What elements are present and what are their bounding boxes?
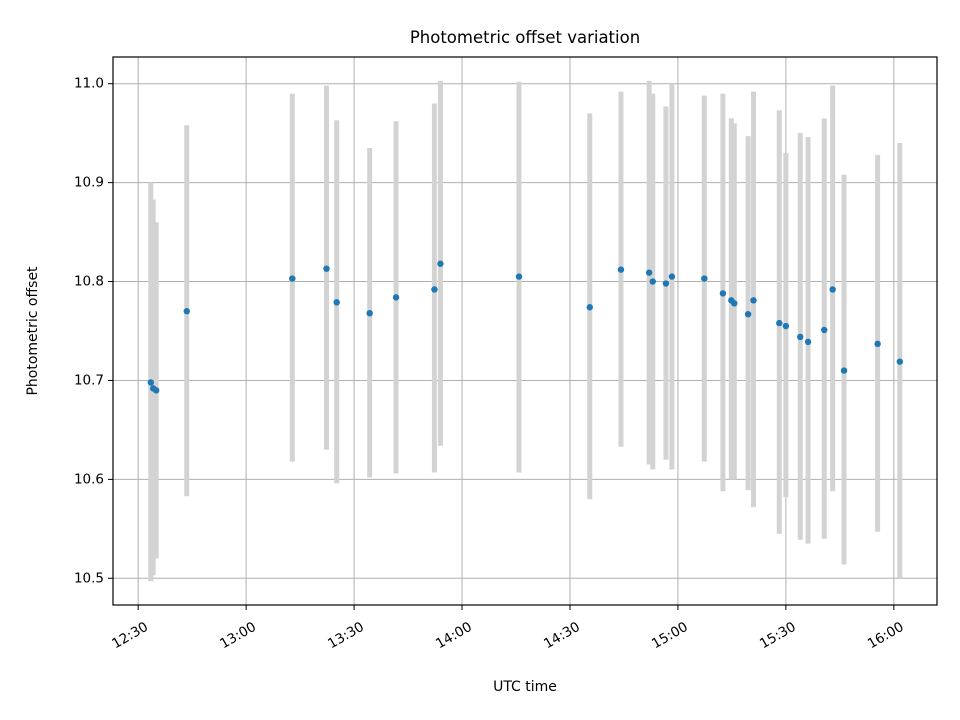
data-point bbox=[617, 266, 625, 273]
y-tick-label: 10.9 bbox=[74, 175, 104, 191]
data-point bbox=[782, 322, 790, 330]
y-tick-label: 11.0 bbox=[74, 76, 104, 92]
data-point bbox=[323, 265, 330, 272]
data-point bbox=[750, 297, 757, 304]
data-point bbox=[829, 286, 836, 293]
x-axis-label: UTC time bbox=[493, 679, 557, 695]
data-point bbox=[896, 358, 904, 365]
data-point bbox=[147, 379, 154, 386]
data-point bbox=[701, 275, 708, 282]
data-point bbox=[874, 340, 881, 348]
data-point bbox=[645, 269, 653, 276]
data-point bbox=[437, 260, 444, 267]
y-axis-label: Photometric offset bbox=[25, 266, 41, 396]
data-point bbox=[586, 304, 593, 311]
y-tick-label: 10.8 bbox=[74, 274, 104, 290]
data-point bbox=[183, 308, 190, 315]
y-tick-label: 10.5 bbox=[74, 570, 104, 586]
data-point bbox=[662, 280, 670, 287]
data-point bbox=[392, 294, 400, 301]
data-point bbox=[821, 326, 828, 334]
data-point bbox=[366, 309, 373, 317]
data-point bbox=[152, 387, 160, 394]
data-point bbox=[515, 273, 523, 280]
data-point bbox=[804, 338, 812, 346]
data-points bbox=[147, 260, 904, 394]
y-tick-label: 10.7 bbox=[74, 372, 104, 388]
data-point bbox=[668, 273, 676, 280]
data-point bbox=[649, 278, 656, 285]
data-point bbox=[289, 275, 296, 282]
plot-frame bbox=[112, 56, 938, 606]
data-point bbox=[797, 333, 804, 341]
data-point bbox=[431, 286, 438, 293]
chart-title: Photometric offset variation bbox=[410, 28, 640, 47]
data-point bbox=[731, 300, 738, 307]
data-point bbox=[776, 319, 783, 327]
data-point bbox=[719, 290, 727, 297]
data-point bbox=[840, 367, 848, 374]
data-point bbox=[744, 310, 752, 318]
data-point bbox=[333, 299, 340, 306]
y-tick-label: 10.6 bbox=[74, 471, 104, 487]
